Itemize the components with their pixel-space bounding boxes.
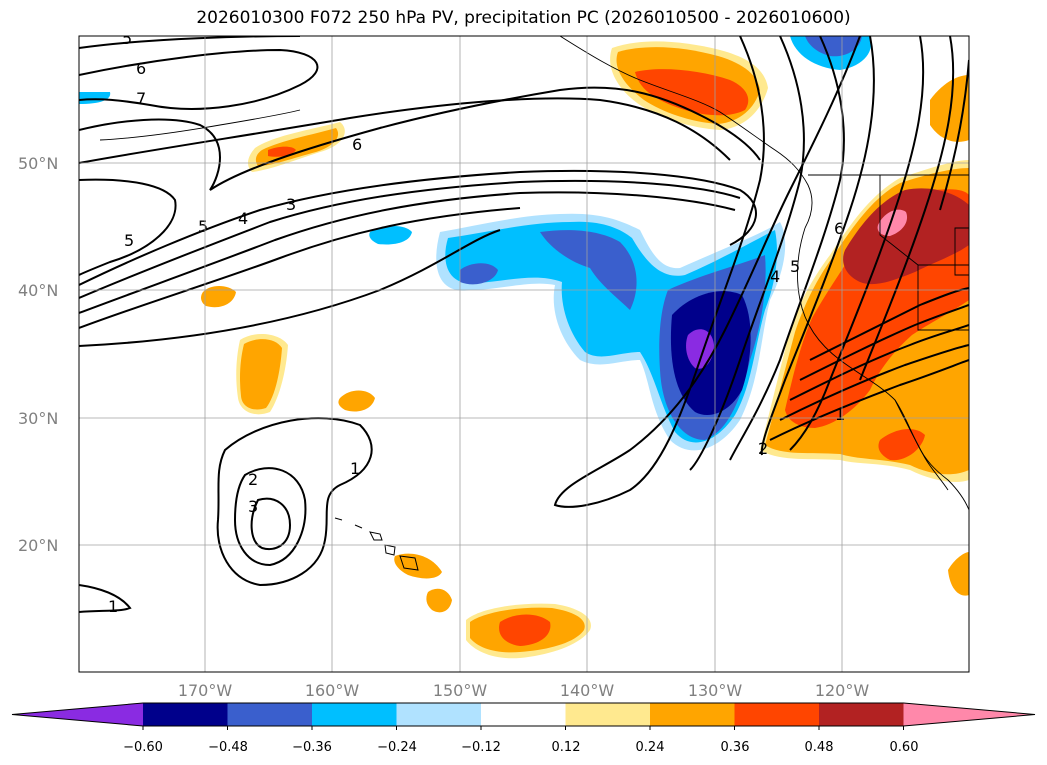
contour-label: 2 (248, 470, 258, 489)
colorbar-tick-label: −0.12 (461, 740, 501, 755)
colorbar-tick-labels: −0.60 −0.48 −0.36 −0.24 −0.12 0.12 0.24 … (123, 740, 918, 755)
lon-label-130w: 130°W (688, 681, 743, 700)
coastline-alaska (559, 36, 813, 229)
map-frame (78, 35, 970, 673)
coastline-baja (894, 399, 949, 491)
colorbar (11, 702, 1036, 730)
contour-label: 4 (238, 209, 248, 228)
gridlines (79, 36, 969, 672)
contour-label: 1 (108, 597, 118, 616)
lat-label-30n: 30°N (18, 409, 58, 428)
contour-label: 5 (790, 257, 800, 276)
colorbar-tick-label: −0.48 (208, 740, 248, 755)
precip-positive-right-top (930, 75, 969, 142)
contour-label: 1 (835, 405, 845, 424)
pv-contour-labels: 5 6 7 6 5 4 3 5 6 4 5 2 1 2 3 1 1 (108, 29, 845, 616)
lon-label-140w: 140°W (560, 681, 615, 700)
colorbar-tick-label: 0.36 (721, 740, 750, 755)
aleutian-chain (99, 109, 301, 141)
precip-positive-us-pink (877, 209, 908, 236)
precip-negative-mid2 (460, 263, 498, 285)
lon-label-150w: 150°W (433, 681, 488, 700)
precip-positive-patch-5 (394, 553, 442, 579)
colorbar-tick-label: −0.36 (292, 740, 332, 755)
colorbar-segment (565, 703, 651, 726)
precip-positive-patch-2 (201, 286, 236, 308)
precip-positive-patch-7r (499, 614, 551, 646)
latitude-labels: 50°N 40°N 30°N 20°N (18, 154, 58, 555)
contour-label: 7 (136, 89, 146, 108)
contour-label: 6 (834, 219, 844, 238)
colorbar-segment (396, 703, 482, 726)
precip-negative-top-dark (805, 36, 862, 57)
colorbar-extend-right (903, 703, 1035, 726)
contour-label: 3 (286, 195, 296, 214)
colorbar-tick-label: 0.60 (890, 740, 919, 755)
coastlines (99, 36, 969, 511)
lat-label-20n: 20°N (18, 536, 58, 555)
precip-positive-right-bottom (948, 552, 969, 596)
hawaii-islands (334, 517, 419, 571)
lon-label-170w: 170°W (178, 681, 233, 700)
contour-label: 5 (124, 231, 134, 250)
lat-label-50n: 50°N (18, 154, 58, 173)
lon-label-160w: 160°W (305, 681, 360, 700)
colorbar-tick-label: 0.48 (805, 740, 834, 755)
figure-title: 2026010300 F072 250 hPa PV, precipitatio… (196, 8, 851, 28)
contour-label: 5 (122, 29, 132, 48)
colorbar-segment (819, 703, 904, 726)
colorbar-tick-label: −0.60 (123, 740, 163, 755)
contour-label: 6 (352, 135, 362, 154)
colorbar-tick-label: 0.24 (636, 740, 665, 755)
lon-label-120w: 120°W (815, 681, 870, 700)
longitude-labels: 170°W 160°W 150°W 140°W 130°W 120°W (178, 681, 870, 700)
precip-negative-small (369, 226, 412, 245)
state-border-3 (954, 227, 969, 276)
contour-label: 2 (758, 439, 768, 458)
precip-positive-patch-6 (426, 588, 452, 613)
colorbar-extend-left (12, 703, 143, 726)
precip-positive-us-darkred (843, 188, 969, 285)
colorbar-segment (481, 703, 566, 726)
precip-positive-patch-4 (338, 390, 375, 412)
colorbar-segment (650, 703, 735, 726)
precip-positive-bc-red (635, 69, 749, 116)
colorbar-tick-label: −0.24 (377, 740, 417, 755)
coastline-us-west (797, 227, 969, 511)
colorbar-segment (227, 703, 313, 726)
contour-label: 6 (136, 59, 146, 78)
colorbar-segment (143, 703, 228, 726)
lat-label-40n: 40°N (18, 281, 58, 300)
contour-label: 4 (770, 267, 780, 286)
colorbar-segment (734, 703, 820, 726)
colorbar-segment (312, 703, 397, 726)
precip-positive-patch-1r (268, 146, 296, 157)
contour-label: 1 (350, 459, 360, 478)
contour-label: 5 (198, 217, 208, 236)
precip-positive-patch-3o (240, 339, 282, 410)
precip-negative-left (79, 92, 111, 104)
colorbar-tick-label: 0.12 (552, 740, 581, 755)
contour-label: 3 (248, 497, 258, 516)
